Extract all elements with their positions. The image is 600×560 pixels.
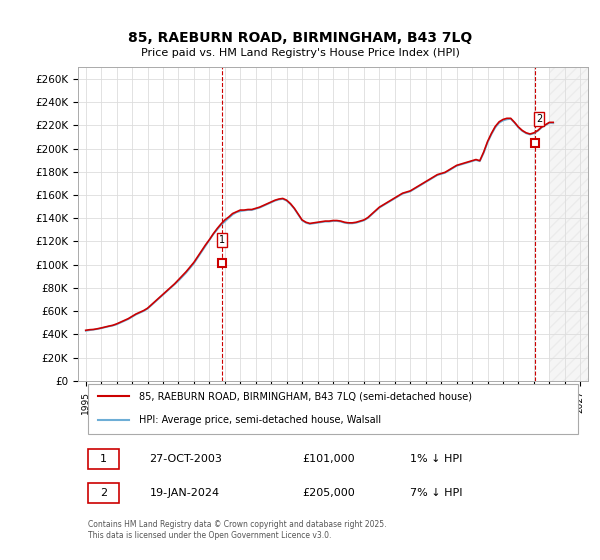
Text: 1: 1 — [100, 454, 107, 464]
Text: 27-OCT-2003: 27-OCT-2003 — [149, 454, 222, 464]
Text: Price paid vs. HM Land Registry's House Price Index (HPI): Price paid vs. HM Land Registry's House … — [140, 48, 460, 58]
Text: 19-JAN-2024: 19-JAN-2024 — [149, 488, 220, 498]
Text: Contains HM Land Registry data © Crown copyright and database right 2025.
This d: Contains HM Land Registry data © Crown c… — [88, 520, 387, 540]
FancyBboxPatch shape — [88, 384, 578, 434]
FancyBboxPatch shape — [88, 449, 119, 469]
Text: 2: 2 — [536, 114, 542, 124]
Text: 1: 1 — [219, 235, 225, 245]
Text: 85, RAEBURN ROAD, BIRMINGHAM, B43 7LQ: 85, RAEBURN ROAD, BIRMINGHAM, B43 7LQ — [128, 31, 472, 45]
Text: 2: 2 — [100, 488, 107, 498]
Text: 7% ↓ HPI: 7% ↓ HPI — [409, 488, 462, 498]
Text: HPI: Average price, semi-detached house, Walsall: HPI: Average price, semi-detached house,… — [139, 415, 382, 425]
Text: £205,000: £205,000 — [302, 488, 355, 498]
Text: £101,000: £101,000 — [302, 454, 355, 464]
Text: 1% ↓ HPI: 1% ↓ HPI — [409, 454, 462, 464]
Text: 85, RAEBURN ROAD, BIRMINGHAM, B43 7LQ (semi-detached house): 85, RAEBURN ROAD, BIRMINGHAM, B43 7LQ (s… — [139, 391, 472, 402]
FancyBboxPatch shape — [88, 483, 119, 503]
